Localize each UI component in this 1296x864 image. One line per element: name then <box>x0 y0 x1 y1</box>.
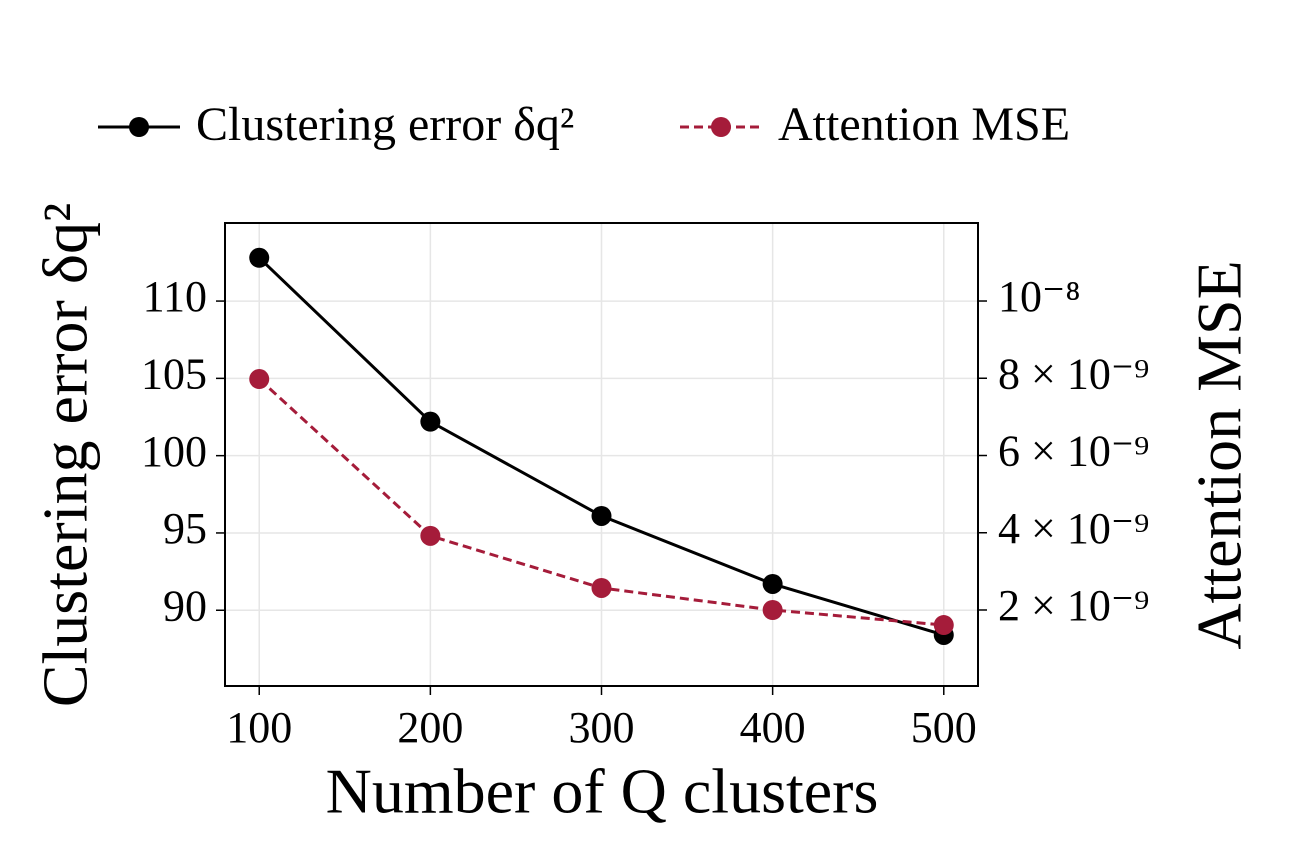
legend-label: Clustering error δq² <box>196 98 574 151</box>
marker <box>420 411 441 432</box>
y2-tick-label: 6 × 10⁻⁹ <box>998 427 1149 476</box>
legend-label: Attention MSE <box>778 98 1070 151</box>
y-tick-label: 100 <box>141 427 207 476</box>
x-tick-label: 100 <box>226 703 292 752</box>
marker <box>762 573 783 594</box>
y-tick-label: 110 <box>143 272 207 321</box>
marker <box>933 615 954 636</box>
y-axis-label: Clustering error δq² <box>30 203 101 707</box>
x-tick-label: 300 <box>569 703 635 752</box>
x-axis-label: Number of Q clusters <box>326 756 879 827</box>
y2-tick-label: 2 × 10⁻⁹ <box>998 581 1149 630</box>
marker <box>249 247 270 268</box>
marker <box>762 599 783 620</box>
y2-tick-label: 8 × 10⁻⁹ <box>998 349 1149 398</box>
x-tick-label: 400 <box>740 703 806 752</box>
marker <box>591 577 612 598</box>
y-tick-label: 95 <box>163 504 207 553</box>
y-tick-label: 90 <box>163 581 207 630</box>
legend-marker <box>129 117 149 137</box>
marker <box>249 369 270 390</box>
marker <box>420 525 441 546</box>
y2-axis-label: Attention MSE <box>1184 260 1255 649</box>
plot-frame <box>224 222 979 687</box>
legend-marker <box>711 117 731 137</box>
y-tick-label: 105 <box>141 349 207 398</box>
x-tick-label: 500 <box>911 703 977 752</box>
x-tick-label: 200 <box>397 703 463 752</box>
y2-tick-label: 4 × 10⁻⁹ <box>998 504 1149 553</box>
y2-tick-label: 10⁻⁸ <box>998 272 1081 321</box>
marker <box>591 505 612 526</box>
